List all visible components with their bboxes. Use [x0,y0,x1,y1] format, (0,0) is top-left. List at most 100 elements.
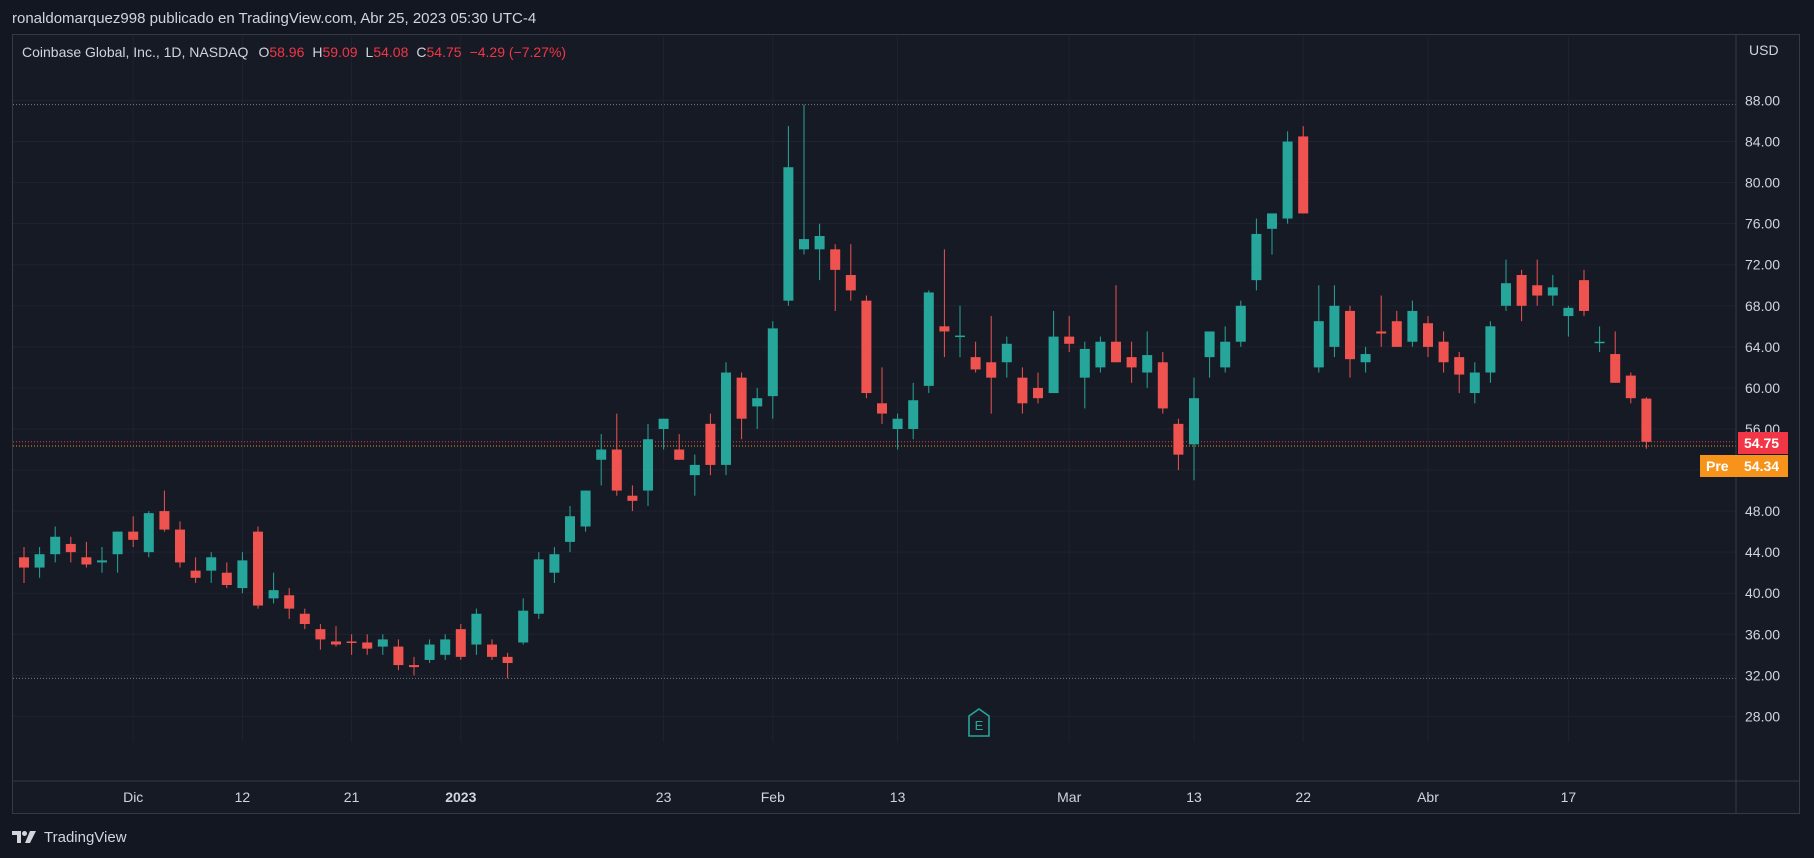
candle[interactable] [315,624,326,650]
candle[interactable] [1251,218,1262,291]
candle[interactable] [845,244,856,301]
candle[interactable] [1017,367,1028,414]
candle[interactable] [689,454,700,496]
candle[interactable] [128,516,139,548]
candle[interactable] [986,316,997,414]
candle[interactable] [611,413,622,496]
candle[interactable] [939,249,950,358]
candle[interactable] [253,526,263,609]
candle[interactable] [767,321,778,419]
footer-brand[interactable]: TradingView [44,828,127,846]
candle[interactable] [549,547,560,583]
candle[interactable] [1189,377,1199,481]
candle[interactable] [955,305,965,358]
candle[interactable] [1532,259,1543,306]
candle[interactable] [643,423,653,506]
candle[interactable] [892,413,903,450]
candle[interactable] [206,552,217,583]
candle[interactable] [830,244,841,311]
candle[interactable] [1126,341,1137,383]
candle[interactable] [1563,305,1574,337]
candle[interactable] [1313,285,1324,373]
candle[interactable] [237,552,248,594]
candle[interactable] [175,521,185,568]
candle[interactable] [1033,372,1043,404]
candle[interactable] [377,634,388,655]
candle[interactable] [221,562,232,589]
candle[interactable] [533,552,544,619]
candle[interactable] [1641,397,1652,449]
candle[interactable] [565,505,575,553]
candle[interactable] [19,547,29,583]
candle[interactable] [1469,362,1480,404]
candle[interactable] [1157,351,1168,414]
candle[interactable] [799,104,809,255]
candle[interactable] [1485,321,1496,383]
candle[interactable] [346,634,357,655]
candle[interactable] [159,490,170,532]
candle[interactable] [65,536,76,563]
candle[interactable] [393,639,404,671]
candle[interactable] [299,608,310,630]
candle[interactable] [1095,336,1106,373]
candle[interactable] [1267,213,1277,255]
candle[interactable] [1142,331,1153,388]
candle[interactable] [518,598,529,645]
candle[interactable] [1501,259,1511,311]
candle[interactable] [471,608,482,655]
candle[interactable] [440,634,451,660]
candle[interactable] [814,223,825,281]
candle[interactable] [1454,351,1465,394]
candle[interactable] [34,547,45,578]
tradingview-logo-icon[interactable] [12,829,38,845]
candle[interactable] [970,341,981,373]
candle[interactable] [455,624,466,660]
candle[interactable] [284,588,295,619]
candle[interactable] [1407,300,1418,347]
candle[interactable] [1594,326,1605,352]
candle[interactable] [721,362,731,476]
candle[interactable] [362,634,373,655]
candle[interactable] [50,526,61,563]
candle[interactable] [1048,310,1059,394]
chart-frame[interactable] [12,34,1800,814]
candle[interactable] [1173,418,1184,471]
candle[interactable] [1391,310,1402,347]
candle[interactable] [1001,336,1012,378]
candle[interactable] [908,382,919,440]
candle[interactable] [1345,305,1355,378]
candle[interactable] [143,511,154,558]
candle[interactable] [1547,275,1558,306]
candle[interactable] [705,413,716,476]
candle[interactable] [1360,346,1371,373]
candle[interactable] [627,485,638,512]
candle[interactable] [861,295,872,399]
candle[interactable] [1516,269,1527,322]
candle[interactable] [1625,372,1636,404]
candle[interactable] [1298,126,1309,214]
symbol-name[interactable]: Coinbase Global, Inc., 1D, NASDAQ [22,44,249,60]
candle[interactable] [409,656,419,676]
candle[interactable] [190,557,201,583]
candle[interactable] [596,434,607,486]
candle[interactable] [1111,285,1121,363]
candle[interactable] [736,372,747,440]
candle[interactable] [1438,331,1449,373]
candle[interactable] [1220,326,1231,373]
candle[interactable] [1376,295,1387,347]
candle[interactable] [268,572,279,604]
candle[interactable] [877,367,887,424]
candle[interactable] [658,418,669,450]
candle[interactable] [112,531,123,573]
candle[interactable] [1579,269,1589,317]
candle[interactable] [1235,300,1246,347]
candle[interactable] [1329,285,1340,358]
candle[interactable] [1064,316,1075,352]
candle[interactable] [1282,131,1293,224]
candle[interactable] [1610,331,1621,383]
candle[interactable] [424,639,435,664]
candle[interactable] [674,434,685,460]
candle[interactable] [923,290,934,394]
candle[interactable] [580,490,591,532]
